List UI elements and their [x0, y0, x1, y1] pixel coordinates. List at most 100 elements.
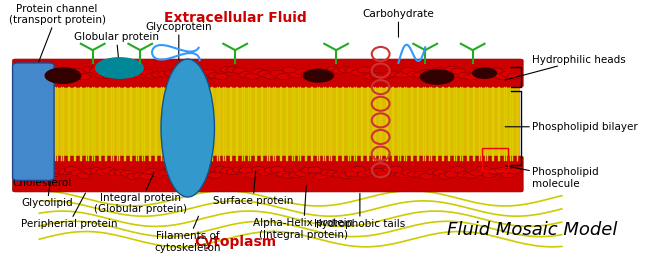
Circle shape	[289, 72, 303, 78]
Circle shape	[39, 171, 53, 177]
Circle shape	[276, 171, 291, 177]
Circle shape	[382, 72, 396, 78]
Circle shape	[332, 68, 346, 74]
Circle shape	[239, 167, 253, 174]
Circle shape	[64, 167, 79, 173]
Circle shape	[170, 172, 185, 178]
Circle shape	[283, 67, 297, 73]
Circle shape	[226, 169, 240, 175]
Circle shape	[445, 66, 459, 73]
Circle shape	[214, 73, 228, 80]
Circle shape	[351, 166, 365, 173]
Circle shape	[245, 172, 259, 178]
Circle shape	[39, 73, 53, 79]
Circle shape	[151, 171, 166, 177]
Circle shape	[358, 67, 372, 73]
Text: Cholesterol: Cholesterol	[12, 155, 72, 188]
Circle shape	[146, 73, 160, 79]
Circle shape	[307, 70, 322, 76]
Circle shape	[482, 68, 497, 74]
Circle shape	[139, 173, 153, 179]
Text: Filaments of
cytoskeleton: Filaments of cytoskeleton	[155, 216, 221, 253]
Circle shape	[289, 172, 303, 178]
Circle shape	[27, 68, 41, 74]
Circle shape	[101, 168, 116, 174]
Circle shape	[96, 72, 110, 78]
Circle shape	[476, 166, 490, 172]
Circle shape	[146, 169, 160, 175]
Circle shape	[195, 173, 209, 179]
Circle shape	[507, 73, 521, 79]
Circle shape	[208, 73, 222, 79]
Circle shape	[507, 168, 521, 174]
Circle shape	[21, 169, 35, 175]
Circle shape	[158, 71, 172, 77]
Circle shape	[314, 70, 328, 76]
Circle shape	[432, 170, 447, 176]
Text: Peripherial protein: Peripherial protein	[21, 193, 117, 229]
Circle shape	[432, 68, 447, 74]
Circle shape	[252, 69, 266, 75]
Circle shape	[14, 167, 29, 173]
Circle shape	[70, 68, 84, 75]
Circle shape	[332, 172, 346, 178]
Circle shape	[339, 67, 353, 73]
Circle shape	[389, 71, 403, 77]
Circle shape	[214, 167, 228, 173]
Circle shape	[46, 171, 60, 177]
Circle shape	[108, 73, 122, 79]
Circle shape	[252, 167, 266, 173]
Circle shape	[133, 173, 147, 179]
Circle shape	[58, 169, 72, 175]
Circle shape	[257, 169, 272, 175]
Circle shape	[457, 172, 471, 178]
Circle shape	[27, 171, 41, 177]
Text: Alpha-Helix protein
(Integral protein): Alpha-Helix protein (Integral protein)	[254, 186, 354, 240]
Circle shape	[488, 168, 502, 175]
Circle shape	[463, 74, 478, 80]
Circle shape	[470, 170, 484, 176]
Circle shape	[58, 67, 72, 73]
Circle shape	[376, 74, 391, 80]
Circle shape	[401, 68, 415, 74]
Circle shape	[127, 70, 141, 77]
Circle shape	[77, 74, 91, 80]
Circle shape	[395, 72, 409, 78]
Circle shape	[264, 73, 278, 79]
Text: Extracellular Fluid: Extracellular Fluid	[164, 10, 307, 25]
Circle shape	[46, 68, 81, 83]
Text: Carbohydrate: Carbohydrate	[363, 9, 434, 37]
Text: Phospholipid bilayer: Phospholipid bilayer	[505, 122, 638, 132]
Circle shape	[101, 73, 116, 79]
Circle shape	[445, 171, 459, 177]
Bar	[482, 149, 508, 171]
Circle shape	[270, 167, 284, 173]
Circle shape	[202, 69, 216, 75]
FancyBboxPatch shape	[12, 59, 523, 87]
Circle shape	[202, 171, 216, 177]
Circle shape	[170, 68, 185, 74]
Circle shape	[233, 167, 247, 173]
Circle shape	[245, 73, 259, 79]
Circle shape	[476, 68, 490, 75]
Text: Fluid Mosaic Model: Fluid Mosaic Model	[447, 221, 618, 239]
Circle shape	[77, 173, 91, 179]
Circle shape	[164, 167, 178, 173]
Circle shape	[96, 58, 143, 78]
Circle shape	[426, 73, 440, 79]
Circle shape	[33, 69, 47, 75]
Bar	[16, 86, 520, 160]
Circle shape	[83, 67, 98, 73]
Circle shape	[226, 67, 240, 73]
Circle shape	[421, 70, 454, 84]
Circle shape	[389, 166, 403, 172]
Circle shape	[304, 69, 333, 82]
Circle shape	[120, 170, 135, 176]
Circle shape	[495, 73, 509, 79]
Circle shape	[401, 170, 415, 176]
Text: Phospholipid
molecule: Phospholipid molecule	[505, 166, 599, 189]
Circle shape	[70, 170, 84, 176]
Circle shape	[307, 167, 322, 173]
Circle shape	[351, 69, 365, 75]
Circle shape	[21, 67, 35, 73]
